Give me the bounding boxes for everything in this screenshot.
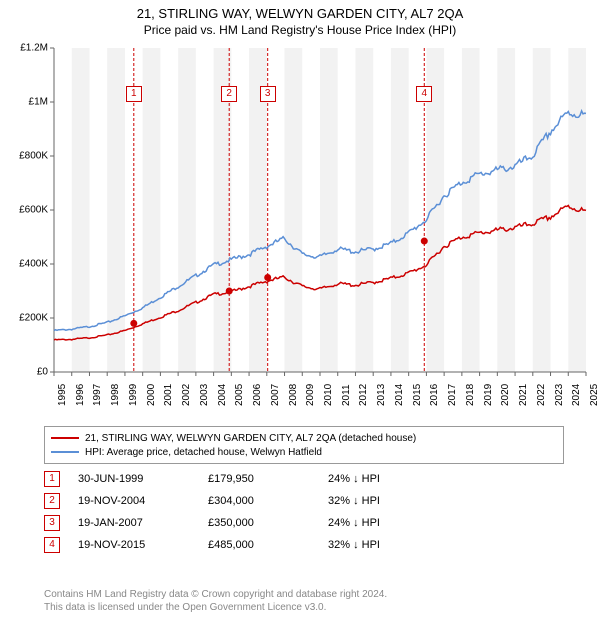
x-tick-label: 2022 — [536, 384, 547, 406]
x-tick-label: 2013 — [376, 384, 387, 406]
transaction-price: £350,000 — [208, 517, 328, 529]
transaction-diff: 24% ↓ HPI — [328, 473, 418, 485]
transaction-price: £179,950 — [208, 473, 328, 485]
legend-swatch — [51, 437, 79, 439]
x-tick-label: 1998 — [110, 384, 121, 406]
chart-legend: 21, STIRLING WAY, WELWYN GARDEN CITY, AL… — [44, 426, 564, 464]
x-tick-label: 2008 — [288, 384, 299, 406]
data-footnote: Contains HM Land Registry data © Crown c… — [44, 588, 387, 614]
x-tick-label: 2004 — [217, 384, 228, 406]
transaction-price: £485,000 — [208, 539, 328, 551]
event-marker-4: 4 — [416, 86, 432, 102]
event-marker-2: 2 — [221, 86, 237, 102]
x-tick-label: 2010 — [323, 384, 334, 406]
transaction-marker: 2 — [44, 493, 60, 509]
event-marker-1: 1 — [126, 86, 142, 102]
transaction-date: 19-NOV-2004 — [78, 495, 208, 507]
transaction-diff: 32% ↓ HPI — [328, 495, 418, 507]
x-tick-label: 1997 — [92, 384, 103, 406]
chart-svg — [10, 44, 590, 414]
x-tick-label: 1995 — [57, 384, 68, 406]
x-tick-label: 2003 — [199, 384, 210, 406]
y-tick-label: £800K — [14, 151, 48, 162]
x-tick-label: 2005 — [234, 384, 245, 406]
y-tick-label: £600K — [14, 205, 48, 216]
x-tick-label: 2016 — [429, 384, 440, 406]
transaction-date: 19-JAN-2007 — [78, 517, 208, 529]
y-tick-label: £1M — [14, 97, 48, 108]
transaction-marker: 1 — [44, 471, 60, 487]
legend-label: HPI: Average price, detached house, Welw… — [85, 447, 322, 458]
x-tick-label: 2019 — [483, 384, 494, 406]
transaction-table: 130-JUN-1999£179,95024% ↓ HPI219-NOV-200… — [44, 468, 418, 556]
x-tick-label: 2017 — [447, 384, 458, 406]
event-marker-3: 3 — [260, 86, 276, 102]
x-tick-label: 2021 — [518, 384, 529, 406]
transaction-price: £304,000 — [208, 495, 328, 507]
x-tick-label: 2018 — [465, 384, 476, 406]
x-tick-label: 2011 — [341, 384, 352, 406]
footnote-line1: Contains HM Land Registry data © Crown c… — [44, 589, 387, 600]
transaction-date: 19-NOV-2015 — [78, 539, 208, 551]
x-tick-label: 2009 — [305, 384, 316, 406]
x-tick-label: 2025 — [589, 384, 600, 406]
transaction-diff: 24% ↓ HPI — [328, 517, 418, 529]
x-tick-label: 2024 — [571, 384, 582, 406]
transaction-marker: 3 — [44, 515, 60, 531]
x-tick-label: 2020 — [500, 384, 511, 406]
y-tick-label: £400K — [14, 259, 48, 270]
legend-item: 21, STIRLING WAY, WELWYN GARDEN CITY, AL… — [51, 431, 557, 445]
legend-item: HPI: Average price, detached house, Welw… — [51, 445, 557, 459]
x-tick-label: 2000 — [146, 384, 157, 406]
x-tick-label: 2007 — [270, 384, 281, 406]
transaction-row: 2 19-NOV-2004£304,00032% ↓ HPI — [44, 490, 418, 512]
x-tick-label: 2014 — [394, 384, 405, 406]
transaction-diff: 32% ↓ HPI — [328, 539, 418, 551]
chart-area: £0 £200K £400K £600K £800K £1M £1.2M 1995 1996 1… — [10, 44, 590, 414]
footnote-line2: This data is licensed under the Open Gov… — [44, 602, 326, 613]
legend-label: 21, STIRLING WAY, WELWYN GARDEN CITY, AL… — [85, 433, 416, 444]
x-tick-label: 2023 — [554, 384, 565, 406]
x-tick-label: 2001 — [163, 384, 174, 406]
legend-swatch — [51, 451, 79, 453]
y-tick-label: £1.2M — [14, 43, 48, 54]
page-subtitle: Price paid vs. HM Land Registry's House … — [0, 21, 600, 41]
transaction-row: 4 19-NOV-2015£485,00032% ↓ HPI — [44, 534, 418, 556]
x-tick-label: 2002 — [181, 384, 192, 406]
transaction-date: 30-JUN-1999 — [78, 473, 208, 485]
transaction-row: 3 19-JAN-2007£350,00024% ↓ HPI — [44, 512, 418, 534]
x-tick-label: 2012 — [358, 384, 369, 406]
x-tick-label: 2006 — [252, 384, 263, 406]
x-tick-label: 2015 — [412, 384, 423, 406]
y-tick-label: £200K — [14, 313, 48, 324]
page-title: 21, STIRLING WAY, WELWYN GARDEN CITY, AL… — [0, 0, 600, 21]
transaction-marker: 4 — [44, 537, 60, 553]
x-tick-label: 1999 — [128, 384, 139, 406]
x-tick-label: 1996 — [75, 384, 86, 406]
transaction-row: 1 30-JUN-1999£179,95024% ↓ HPI — [44, 468, 418, 490]
y-tick-label: £0 — [14, 367, 48, 378]
